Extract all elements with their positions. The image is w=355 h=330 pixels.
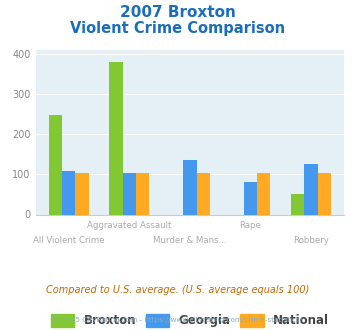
Bar (123, 173, 136, 214)
Bar (291, 194, 304, 214)
Bar (244, 182, 257, 214)
Text: Robbery: Robbery (293, 236, 329, 245)
Text: Violent Crime Comparison: Violent Crime Comparison (70, 21, 285, 36)
Text: Compared to U.S. average. (U.S. average equals 100): Compared to U.S. average. (U.S. average … (46, 285, 309, 295)
Bar (257, 174, 271, 214)
Bar (109, 62, 123, 215)
Text: All Violent Crime: All Violent Crime (33, 236, 105, 245)
Legend: Broxton, Georgia, National: Broxton, Georgia, National (51, 314, 329, 327)
Text: Rape: Rape (240, 221, 261, 230)
Bar (136, 174, 149, 214)
Text: Murder & Mans...: Murder & Mans... (153, 236, 227, 245)
Bar (76, 174, 89, 214)
Bar (183, 160, 197, 214)
Text: © 2025 CityRating.com - https://www.cityrating.com/crime-statistics/: © 2025 CityRating.com - https://www.city… (53, 317, 302, 323)
Text: 2007 Broxton: 2007 Broxton (120, 5, 235, 20)
Bar (304, 164, 318, 214)
Bar (197, 174, 210, 214)
Bar (49, 115, 62, 214)
Bar (318, 174, 331, 214)
Text: Aggravated Assault: Aggravated Assault (87, 221, 171, 230)
Bar (62, 171, 76, 214)
